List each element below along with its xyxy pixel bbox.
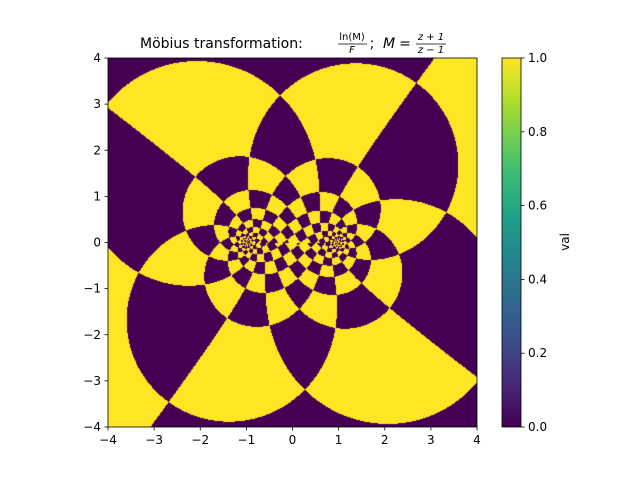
- title-separator: ;: [370, 36, 375, 52]
- y-tick-label: 4: [93, 51, 101, 65]
- title-frac2-numerator: z + 1: [417, 32, 444, 43]
- y-tick-label: −1: [83, 282, 101, 296]
- x-tick-label: 3: [427, 433, 435, 447]
- title-equals: =: [399, 36, 411, 52]
- colorbar-label: val: [558, 233, 572, 251]
- y-tick-label: −4: [83, 420, 101, 434]
- y-tick-label: −3: [83, 374, 101, 388]
- y-tick-label: 0: [93, 236, 101, 250]
- y-tick-label: 3: [93, 97, 101, 111]
- plot-area: [108, 58, 477, 427]
- x-tick-label: 0: [289, 433, 297, 447]
- colorbar-frame: [501, 57, 522, 428]
- x-tick-label: 2: [381, 433, 389, 447]
- colorbar-tick-label: 0.4: [528, 272, 547, 286]
- title-frac1-numerator: ln(M): [339, 32, 365, 43]
- title-frac1-denominator: F: [349, 45, 355, 56]
- title-m: M: [383, 36, 395, 52]
- title-prefix: Möbius transformation:: [140, 36, 303, 52]
- title-frac2-denominator: z − 1: [417, 45, 444, 56]
- colorbar-axis: 0.0 0.2 0.4 0.6 0.8 1.0: [521, 51, 547, 434]
- x-tick-label: −2: [191, 433, 209, 447]
- y-axis: −4 −3 −2 −1 0 1 2 3 4: [83, 51, 108, 434]
- x-tick-label: 1: [335, 433, 343, 447]
- y-tick-label: 2: [93, 143, 101, 157]
- heatmap-image: [108, 58, 477, 427]
- colorbar-tick-label: 0.8: [528, 125, 547, 139]
- x-tick-label: −4: [99, 433, 117, 447]
- colorbar-gradient: [502, 58, 521, 427]
- colorbar-tick-label: 0.0: [528, 420, 547, 434]
- chart-title: Möbius transformation:: [140, 36, 303, 52]
- colorbar-tick-label: 0.2: [528, 346, 547, 360]
- y-tick-label: −2: [83, 328, 101, 342]
- colorbar: [502, 58, 521, 427]
- title-math: ln(M) F; M = z + 1 z − 1: [338, 32, 446, 56]
- colorbar-tick-label: 1.0: [528, 51, 547, 65]
- x-tick-label: −3: [145, 433, 163, 447]
- y-tick-label: 1: [93, 189, 101, 203]
- colorbar-tick-label: 0.6: [528, 199, 547, 213]
- x-axis: −4 −3 −2 −1 0 1 2 3 4: [99, 427, 481, 447]
- x-tick-label: −1: [238, 433, 256, 447]
- x-tick-label: 4: [473, 433, 481, 447]
